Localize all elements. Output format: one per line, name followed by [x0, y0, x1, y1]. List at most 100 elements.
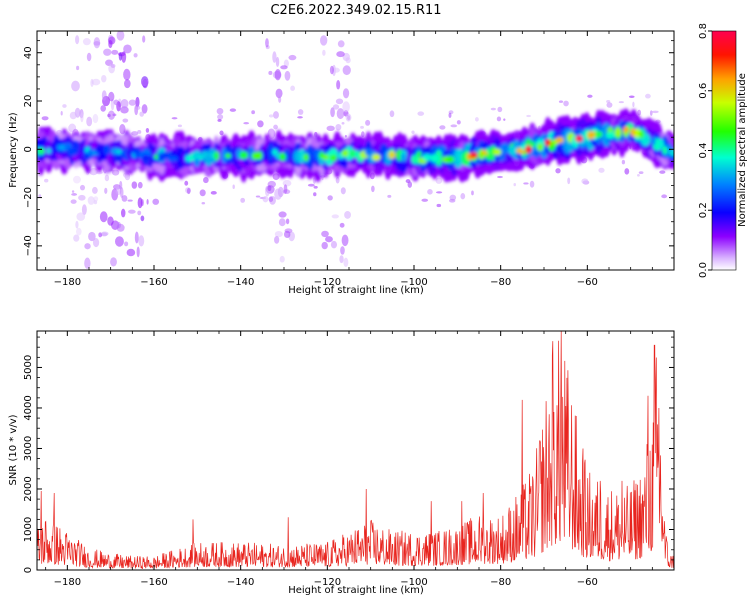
noise-blob — [203, 177, 209, 184]
noise-blob — [99, 211, 108, 223]
noise-blob — [621, 159, 626, 165]
colorbar-label: Normalized spectral amplitude — [737, 73, 748, 227]
noise-blob — [411, 130, 415, 134]
noise-blob — [84, 243, 91, 250]
noise-blob — [321, 174, 324, 181]
spectrogram-x-tick-label: −80 — [490, 277, 511, 288]
ridge-segment — [508, 145, 518, 156]
snr-x-tick-label: −60 — [577, 577, 598, 588]
spectrogram-ridge — [37, 108, 674, 183]
noise-blob — [526, 114, 531, 118]
noise-blob — [435, 191, 443, 194]
noise-blob — [71, 193, 78, 196]
noise-blob — [70, 199, 77, 204]
noise-blob — [628, 95, 635, 98]
ridge-segment — [67, 147, 77, 157]
noise-blob — [340, 246, 345, 255]
ridge-segment — [430, 154, 440, 163]
noise-blob — [460, 193, 466, 200]
noise-blob — [86, 116, 93, 127]
ridge-segment — [141, 154, 151, 162]
noise-blob — [618, 101, 624, 104]
noise-blob — [38, 194, 42, 198]
snr-panel: −180 −160 −140 −120 −100 −80 −60 0 1000 2000 3000 4… — [8, 330, 675, 596]
noise-blob — [325, 236, 333, 243]
noise-blob — [284, 70, 291, 81]
noise-blob — [417, 111, 425, 116]
noise-blob — [342, 65, 351, 76]
noise-blob — [139, 111, 145, 117]
snr-plot-area — [37, 331, 674, 569]
noise-blob — [137, 210, 142, 216]
ridge-segment — [529, 140, 535, 148]
noise-blob — [645, 93, 651, 99]
noise-blob — [120, 208, 126, 218]
noise-blob — [107, 113, 111, 118]
noise-blob — [336, 108, 345, 120]
noise-blob — [344, 134, 347, 138]
noise-blob — [365, 119, 371, 126]
noise-blob — [389, 110, 395, 118]
noise-blob — [76, 212, 86, 221]
noise-blob — [341, 121, 345, 125]
noise-blob — [133, 53, 138, 58]
noise-blob — [217, 118, 222, 122]
noise-blob — [100, 105, 107, 112]
ridge-segment — [371, 153, 381, 161]
noise-blob — [217, 114, 224, 120]
noise-blob — [101, 74, 107, 83]
noise-blob — [76, 65, 80, 71]
ridge-segment — [657, 138, 665, 151]
noise-blob — [638, 171, 644, 175]
noise-blob — [320, 35, 328, 46]
ridge-segment — [493, 148, 502, 156]
noise-blob — [136, 246, 140, 258]
noise-blob — [120, 106, 129, 114]
noise-blob — [243, 122, 250, 125]
snr-y-tick-label: 4000 — [23, 395, 34, 420]
ridge-segment — [422, 153, 432, 162]
noise-blob — [344, 210, 351, 219]
noise-blob — [145, 127, 150, 133]
noise-blob — [141, 79, 149, 87]
noise-blob — [283, 230, 291, 239]
noise-blob — [321, 230, 329, 238]
ridge-segment — [544, 138, 552, 146]
noise-blob — [407, 181, 412, 188]
noise-blob — [122, 118, 129, 123]
noise-blob — [92, 113, 99, 124]
noise-blob — [100, 231, 109, 236]
snr-y-tick-label: 2000 — [23, 476, 34, 501]
noise-blob — [427, 189, 433, 195]
spectrogram-panel: −180 −160 −140 −120 −100 −80 −60 −40 −20 0 20 40 He… — [8, 30, 675, 296]
noise-blob — [272, 51, 277, 63]
noise-blob — [115, 236, 124, 247]
noise-blob — [322, 49, 326, 56]
noise-blob — [123, 172, 130, 178]
noise-blob — [90, 78, 94, 87]
ridge-segment — [37, 147, 45, 156]
snr-y-tick-label: 0 — [23, 567, 34, 573]
noise-blob — [339, 222, 345, 228]
noise-blob — [274, 69, 282, 81]
ridge-segment — [169, 155, 178, 162]
spectrogram-ticks: −180 −160 −140 −120 −100 −80 −60 −40 −20 0 20 40 — [23, 31, 674, 288]
noise-blob — [336, 51, 345, 58]
ridge-segment — [622, 126, 629, 133]
noise-blob — [637, 109, 642, 116]
noise-blob — [449, 198, 456, 203]
ridge-segment — [267, 144, 275, 161]
spectrogram-x-tick-label: −100 — [400, 277, 427, 288]
noise-blob — [201, 201, 206, 205]
snr-x-label: Height of straight line (km) — [288, 585, 424, 596]
ridge-segment — [239, 151, 249, 160]
noise-blob — [529, 180, 535, 188]
spectrogram-x-tick-label: −140 — [227, 277, 254, 288]
noise-blob — [119, 186, 124, 199]
noise-blob — [123, 68, 131, 81]
noise-blob — [567, 177, 571, 185]
noise-blob — [186, 187, 191, 195]
noise-blob — [330, 240, 338, 249]
noise-blob — [282, 180, 292, 187]
